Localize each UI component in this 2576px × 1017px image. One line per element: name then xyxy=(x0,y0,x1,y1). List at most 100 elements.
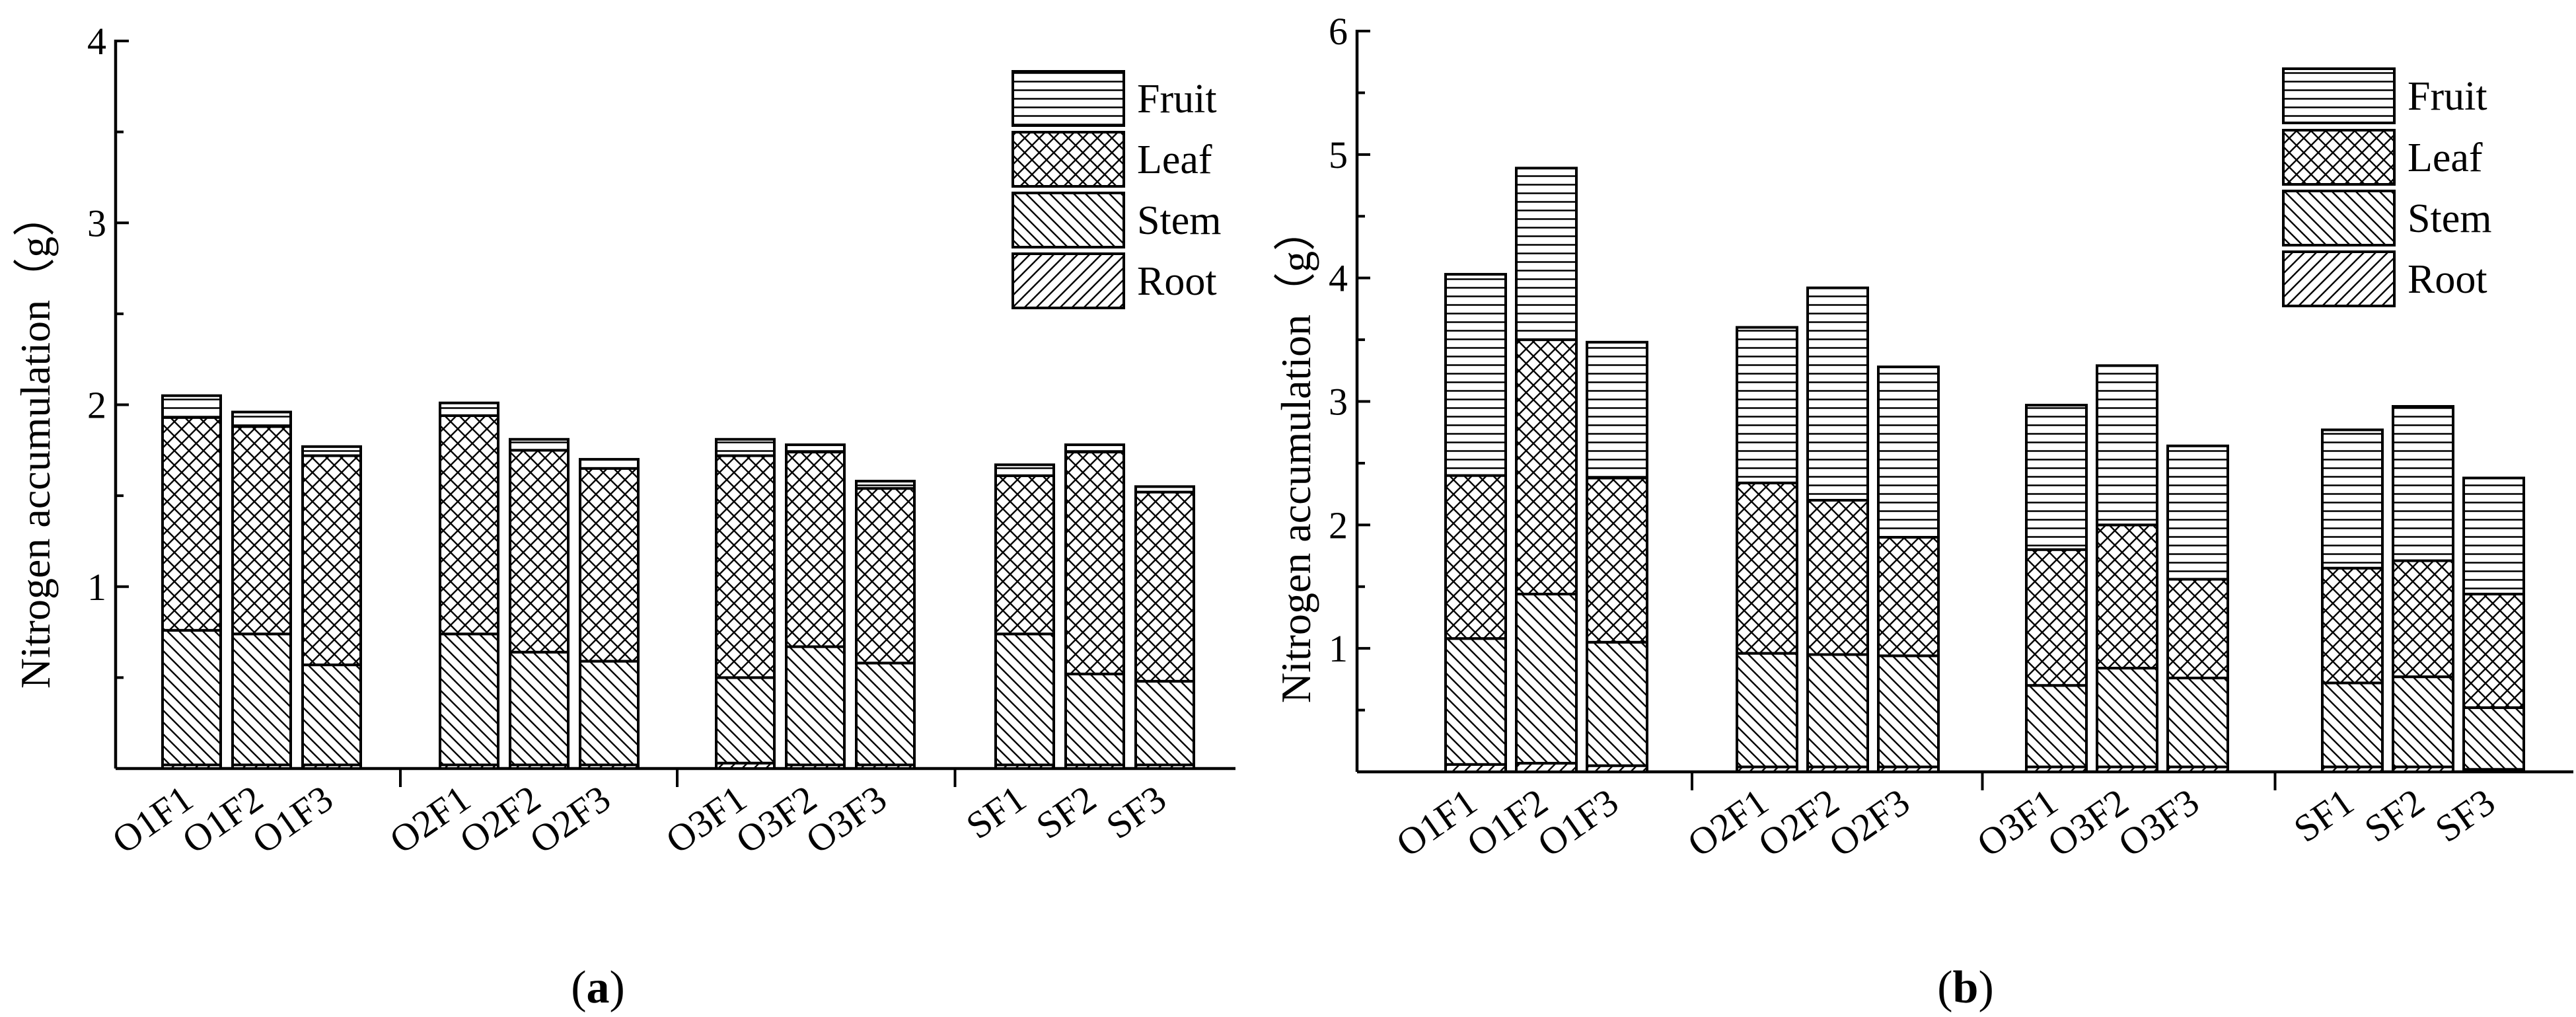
legend-swatch-a-leaf xyxy=(1012,131,1125,188)
bar-a-o3f2-fruit xyxy=(785,443,846,454)
bar-b-o2f3-leaf xyxy=(1877,536,1940,658)
bar-b-o3f3-leaf xyxy=(2166,578,2229,680)
y-tick-label-b-2: 2 xyxy=(1329,504,1348,546)
x-tick-label-b-o2f3: O2F3 xyxy=(1821,780,1917,865)
legend-label-a-fruit: Fruit xyxy=(1137,77,1217,122)
y-tick-label-b-4: 4 xyxy=(1329,257,1348,300)
y-axis-title-b: Nitrogen accumulation（g） xyxy=(1272,209,1319,703)
bar-b-o3f2-stem xyxy=(2096,667,2158,769)
legend-swatch-a-fruit xyxy=(1012,70,1125,127)
bar-b-o1f2-fruit xyxy=(1515,167,1578,342)
bar-b-o3f3-fruit xyxy=(2166,444,2229,581)
x-tick-label-b-sf3: SF3 xyxy=(2427,780,2503,850)
bar-b-sf2-fruit xyxy=(2392,404,2454,562)
bar-a-sf3-fruit xyxy=(1134,485,1195,494)
x-tick-label-a-sf2: SF2 xyxy=(1029,776,1104,847)
bar-a-o3f3-fruit xyxy=(855,480,916,490)
bar-b-o2f2-stem xyxy=(1806,653,1869,769)
legend-label-b-leaf: Leaf xyxy=(2408,135,2483,180)
x-tick-label-a-o3f3: O3F3 xyxy=(798,776,895,862)
x-tick-label-b-o3f3: O3F3 xyxy=(2110,780,2207,865)
bar-b-o3f2-fruit xyxy=(2096,364,2158,527)
y-tick-label-a-1: 1 xyxy=(87,566,106,609)
bar-a-o2f1-fruit xyxy=(439,401,499,418)
bar-a-o1f2-leaf xyxy=(231,425,292,636)
bar-b-o2f2-leaf xyxy=(1806,498,1869,656)
x-tick-label-a-sf1: SF1 xyxy=(959,776,1034,847)
y-tick-label-b-1: 1 xyxy=(1329,627,1348,670)
bar-a-o1f1-leaf xyxy=(161,416,222,632)
legend-label-b-fruit: Fruit xyxy=(2408,74,2487,119)
bar-b-sf2-stem xyxy=(2392,675,2454,769)
bar-a-o2f2-fruit xyxy=(509,437,570,452)
legend-label-a-leaf: Leaf xyxy=(1137,137,1212,182)
x-tick-label-a-sf3: SF3 xyxy=(1099,776,1174,847)
bar-b-o3f1-stem xyxy=(2025,684,2088,769)
legend-label-b-stem: Stem xyxy=(2408,196,2491,241)
bar-b-o1f1-stem xyxy=(1444,637,1507,766)
bar-b-sf3-leaf xyxy=(2462,592,2525,709)
y-tick-label-a-2: 2 xyxy=(87,384,106,427)
bar-a-o1f1-stem xyxy=(161,628,222,767)
bar-b-sf1-stem xyxy=(2321,681,2384,769)
bar-a-o1f2-fruit xyxy=(231,410,292,428)
legend-label-b-root: Root xyxy=(2408,257,2487,302)
bar-a-o2f1-leaf xyxy=(439,414,499,636)
y-tick-label-b-5: 5 xyxy=(1329,133,1348,176)
bar-a-o1f3-stem xyxy=(301,663,362,767)
bar-b-sf1-fruit xyxy=(2321,428,2384,570)
bar-b-o1f2-leaf xyxy=(1515,338,1578,595)
bar-a-sf2-stem xyxy=(1064,672,1125,767)
x-tick-label-a-o1f3: O1F3 xyxy=(244,776,341,862)
bar-b-o1f2-stem xyxy=(1515,592,1578,765)
legend-swatch-a-stem xyxy=(1012,192,1125,248)
bar-a-o3f2-stem xyxy=(785,645,846,767)
bar-a-o3f3-leaf xyxy=(855,487,916,665)
bar-a-o2f3-fruit xyxy=(579,458,640,470)
legend-swatch-a-root xyxy=(1012,252,1125,309)
bar-b-sf3-fruit xyxy=(2462,476,2525,595)
bar-a-o2f2-stem xyxy=(509,650,570,767)
bar-b-sf3-stem xyxy=(2462,706,2525,771)
bar-a-o3f1-leaf xyxy=(715,454,776,679)
panel-label-a: (a) xyxy=(571,962,625,1013)
bar-a-o2f3-stem xyxy=(579,659,640,767)
bar-b-o2f2-fruit xyxy=(1806,286,1869,502)
bar-a-o3f3-stem xyxy=(855,661,916,767)
legend-swatch-b-leaf xyxy=(2282,129,2396,186)
bar-b-o2f1-stem xyxy=(1736,652,1798,769)
bar-b-o3f1-leaf xyxy=(2025,548,2088,687)
x-tick-label-b-o1f3: O1F3 xyxy=(1529,780,1626,865)
bar-a-o2f3-leaf xyxy=(579,467,640,663)
bar-b-o1f3-leaf xyxy=(1586,476,1648,644)
bar-a-o1f3-leaf xyxy=(301,454,362,667)
bar-a-o2f2-leaf xyxy=(509,449,570,654)
bar-b-o1f1-fruit xyxy=(1444,273,1507,477)
bar-a-o3f1-stem xyxy=(715,676,776,765)
bar-a-sf2-leaf xyxy=(1064,451,1125,675)
legend-swatch-b-stem xyxy=(2282,190,2396,246)
bar-a-o1f2-stem xyxy=(231,632,292,767)
bar-b-o2f1-fruit xyxy=(1736,326,1798,484)
y-tick-label-b-3: 3 xyxy=(1329,381,1348,424)
bar-b-o1f3-stem xyxy=(1586,640,1648,767)
x-tick-label-b-sf1: SF1 xyxy=(2286,780,2361,850)
bar-b-o2f3-stem xyxy=(1877,654,1940,769)
bar-a-o3f2-leaf xyxy=(785,451,846,648)
bar-b-o3f3-stem xyxy=(2166,677,2229,769)
bar-a-sf1-fruit xyxy=(994,463,1055,477)
bar-a-o1f1-fruit xyxy=(161,394,222,419)
legend-label-a-stem: Stem xyxy=(1137,198,1221,243)
bar-a-sf1-leaf xyxy=(994,474,1055,636)
bar-b-o3f1-fruit xyxy=(2025,404,2088,551)
legend-swatch-b-fruit xyxy=(2282,67,2396,124)
x-tick-label-b-sf2: SF2 xyxy=(2357,780,2432,850)
y-tick-label-a-4: 4 xyxy=(87,20,106,63)
bar-b-o2f1-leaf xyxy=(1736,481,1798,655)
panel-label-b: (b) xyxy=(1937,962,1994,1013)
bar-a-sf1-stem xyxy=(994,632,1055,767)
bar-b-o2f3-fruit xyxy=(1877,365,1940,539)
